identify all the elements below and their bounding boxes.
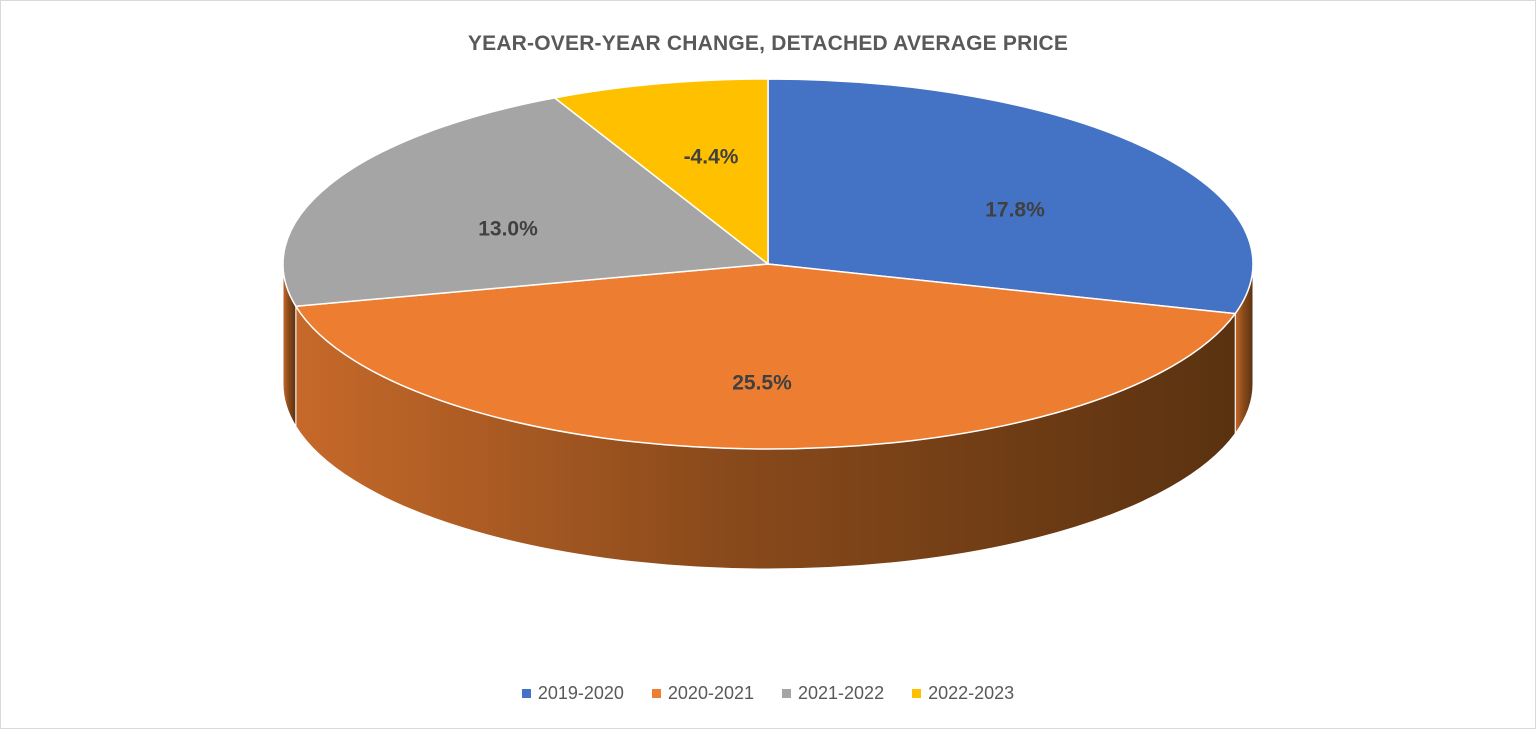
data-label-2019-2020: 17.8% — [985, 199, 1045, 222]
legend-label: 2020-2021 — [667, 683, 754, 703]
legend-swatch — [521, 689, 531, 698]
data-label-2022-2023: -4.4% — [684, 146, 739, 169]
legend-swatch — [912, 689, 922, 698]
legend-item-2022-2023[interactable]: 2022-2023 — [912, 683, 1014, 704]
data-label-2020-2021: 25.5% — [732, 372, 792, 395]
pie-labels: 17.8% 25.5% 13.0% -4.4% — [478, 146, 1045, 395]
pie-slice-2020-2021[interactable] — [294, 263, 1237, 450]
pie-side-wall — [282, 263, 1254, 570]
chart-title: YEAR-OVER-YEAR CHANGE, DETACHED AVERAGE … — [467, 32, 1069, 55]
legend-label: 2021-2022 — [798, 683, 885, 703]
legend-item-2021-2022[interactable]: 2021-2022 — [782, 683, 884, 704]
legend-swatch — [651, 689, 661, 698]
pie-top — [282, 78, 1254, 450]
legend-swatch — [782, 689, 791, 698]
legend-label: 2019-2020 — [537, 683, 624, 703]
legend-label: 2022-2023 — [928, 683, 1015, 703]
legend: 2019-2020 2020-2021 2021-2022 2022-2023 — [0, 683, 1536, 704]
pie-slice-2021-2022[interactable] — [282, 97, 770, 308]
legend-item-2019-2020[interactable]: 2019-2020 — [521, 683, 624, 704]
data-label-2021-2022: 13.0% — [478, 218, 538, 241]
pie-slice-2019-2020[interactable] — [767, 78, 1254, 315]
legend-item-2020-2021[interactable]: 2020-2021 — [651, 683, 754, 704]
pie-slice-2022-2023[interactable] — [552, 78, 769, 266]
